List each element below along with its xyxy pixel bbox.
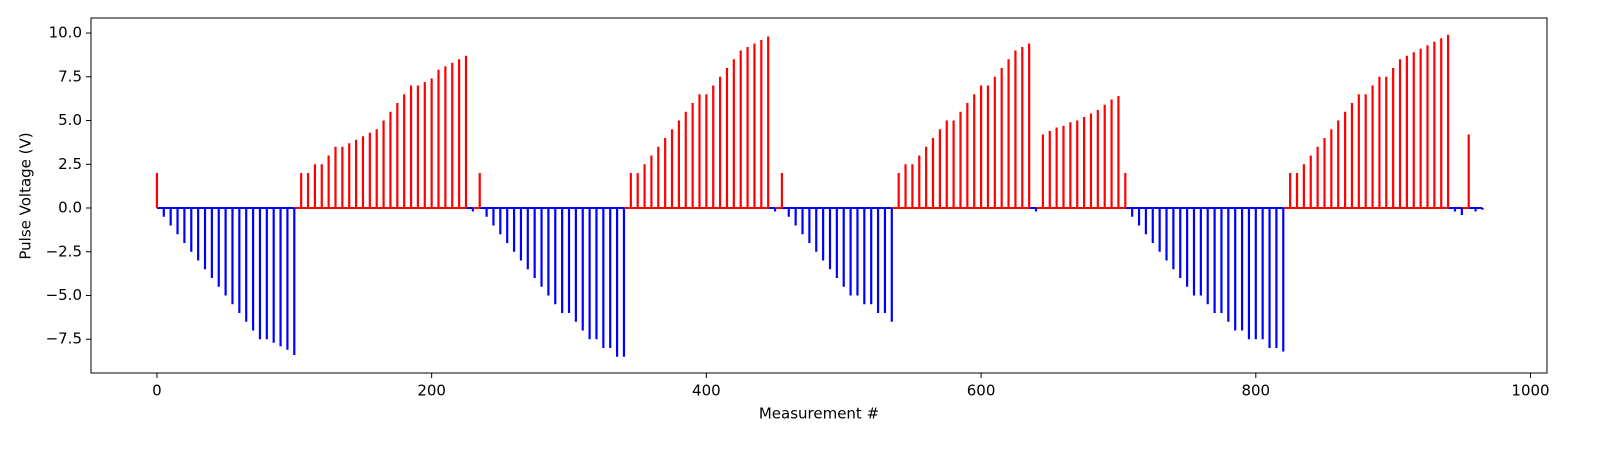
- y-tick-label: 0.0: [58, 199, 82, 217]
- x-tick-label: 400: [692, 382, 721, 400]
- x-tick-label: 1000: [1511, 382, 1549, 400]
- x-tick-label: 800: [1241, 382, 1270, 400]
- y-tick-label: 10.0: [49, 24, 82, 42]
- plot-frame: [90, 17, 1548, 374]
- x-axis-label: Measurement #: [759, 405, 879, 423]
- y-tick-label: −2.5: [46, 242, 82, 260]
- y-tick-label: 2.5: [58, 155, 82, 173]
- y-tick-label: 5.0: [58, 111, 82, 129]
- y-tick-label: 7.5: [58, 67, 82, 85]
- y-tick-label: −7.5: [46, 330, 82, 348]
- y-axis-label: Pulse Voltage (V): [17, 132, 35, 259]
- x-tick-label: 0: [152, 382, 162, 400]
- x-tick-label: 600: [967, 382, 996, 400]
- x-tick-label: 200: [417, 382, 446, 400]
- y-tick-label: −5.0: [46, 286, 82, 304]
